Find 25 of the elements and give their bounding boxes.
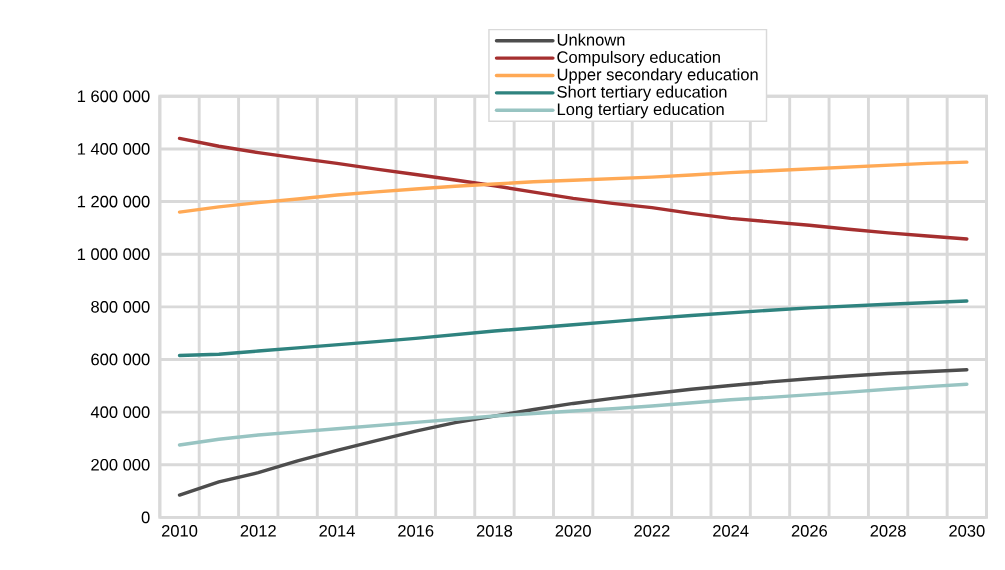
y-tick-label: 800 000	[91, 301, 150, 313]
legend-label: Short tertiary education	[557, 85, 727, 102]
y-tick-label: 1 200 000	[77, 195, 150, 208]
x-tick-label: 2012	[240, 525, 276, 537]
x-tick-label: 2020	[555, 525, 591, 537]
x-tick-label: 2022	[634, 525, 670, 537]
y-tick-label: 1 000 000	[77, 248, 150, 261]
x-tick-label: 2010	[161, 525, 198, 537]
y-tick-label: 1 400 000	[77, 143, 150, 155]
y-tick-label: 0	[141, 511, 150, 524]
legend-label: Unknown	[557, 33, 625, 46]
x-tick-label: 2026	[791, 525, 828, 537]
x-tick-label: 2030	[949, 525, 985, 537]
x-tick-label: 2018	[476, 525, 513, 537]
y-tick-label: 1 600 000	[77, 90, 150, 103]
y-tick-label: 600 000	[91, 353, 150, 366]
x-tick-label: 2016	[398, 525, 434, 537]
legend-label: Long tertiary education	[557, 103, 724, 119]
legend-label: Compulsory education	[557, 50, 720, 67]
x-tick-label: 2024	[713, 525, 749, 537]
x-tick-label: 2028	[870, 525, 906, 537]
y-tick-label: 400 000	[90, 406, 150, 419]
x-tick-label: 2014	[319, 525, 355, 537]
legend-label: Upper secondary education	[557, 68, 758, 84]
y-tick-label: 200 000	[91, 458, 150, 471]
